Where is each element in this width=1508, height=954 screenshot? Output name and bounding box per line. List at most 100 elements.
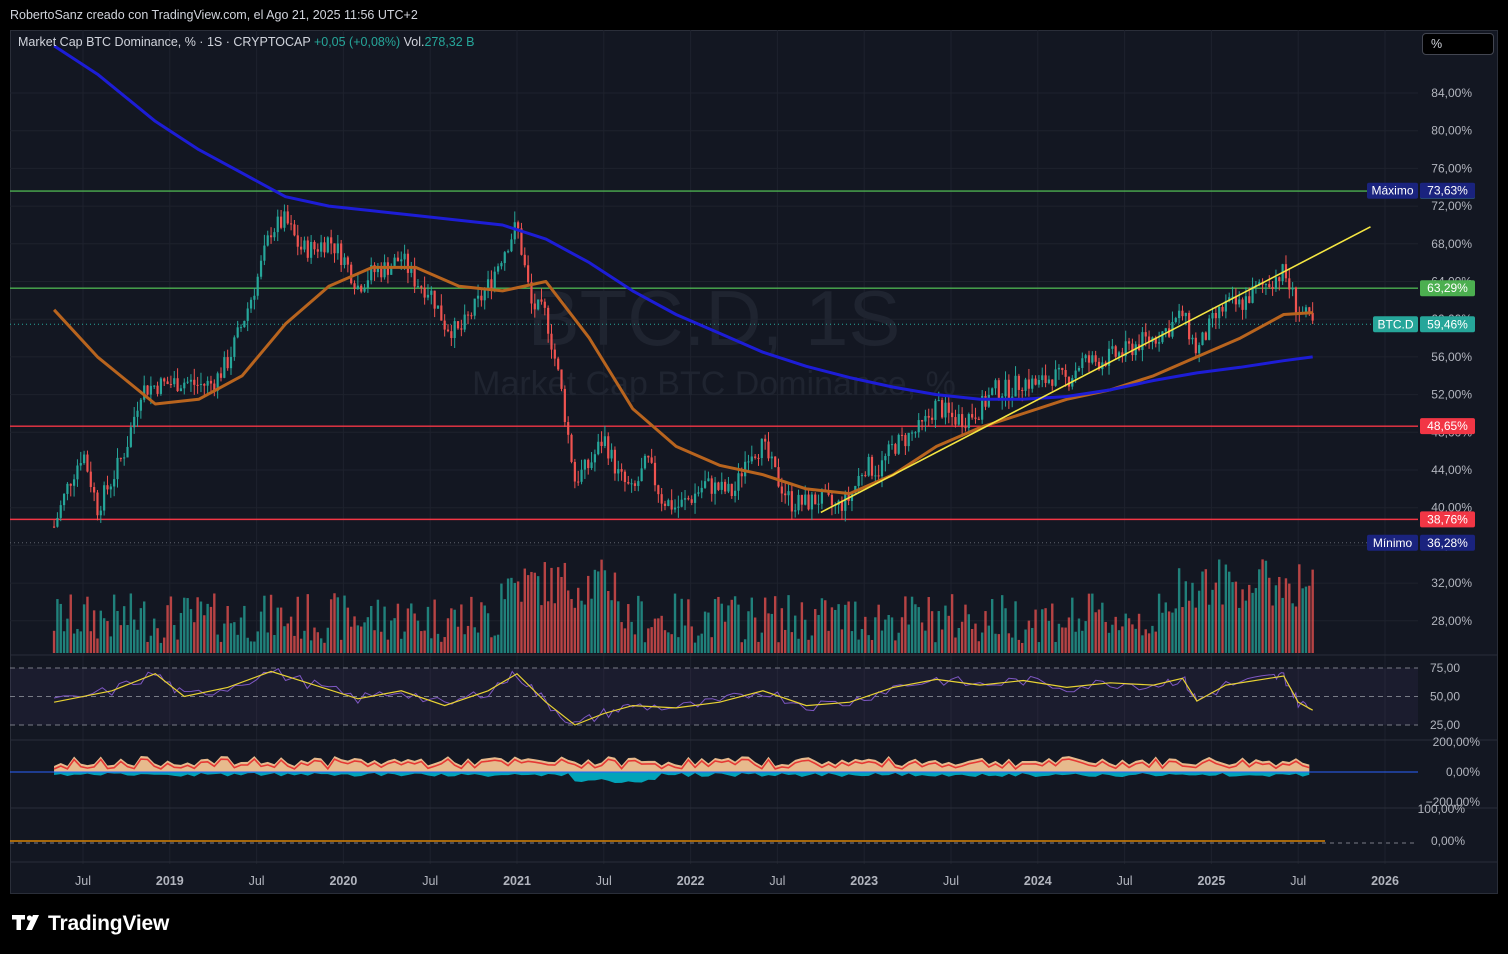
candle-body	[784, 493, 787, 496]
volume-bar	[380, 631, 383, 653]
volume-bar	[406, 608, 410, 653]
candle-body	[460, 328, 463, 330]
volume-bar	[997, 634, 1001, 653]
volume-bar	[1164, 602, 1167, 653]
volume-bar	[179, 612, 183, 653]
chart-legend[interactable]: Market Cap BTC Dominance, % · 1S · CRYPT…	[18, 35, 475, 49]
candle-body	[944, 402, 947, 418]
volume-bar	[410, 603, 413, 653]
price-axis[interactable]: 84,00%80,00%76,00%72,00%68,00%64,00%60,0…	[1418, 86, 1481, 848]
candle-body	[390, 266, 393, 275]
candle-body	[884, 456, 887, 461]
legend-vol-label: Vol.	[403, 35, 425, 49]
volume-bar	[573, 607, 577, 653]
volume-bar	[1197, 590, 1201, 653]
volume-bar	[446, 618, 450, 653]
volume-bar	[213, 593, 216, 653]
candle-body	[747, 461, 750, 463]
candle-body	[807, 494, 810, 510]
volume-bar	[122, 606, 126, 653]
volume-bar	[563, 562, 567, 653]
volume-bar	[667, 632, 670, 653]
volume-bar	[343, 595, 346, 653]
volume-bar	[286, 623, 289, 653]
horizontal-levels[interactable]	[10, 190, 1418, 544]
candle-body	[310, 241, 313, 258]
candle-body	[737, 473, 740, 491]
volume-bar	[904, 596, 907, 653]
volume-bar	[339, 639, 343, 653]
candle-body	[1201, 332, 1204, 346]
candle-body	[1278, 277, 1281, 282]
candle-body	[423, 287, 426, 298]
volume-bar	[663, 630, 667, 653]
marker-value-tag: 36,28%	[1427, 536, 1468, 550]
x-tick-label: 2021	[503, 874, 531, 888]
candle-body	[870, 456, 874, 476]
candle-body	[470, 315, 473, 317]
volume-bar	[506, 578, 510, 653]
volume-bar	[1181, 607, 1184, 653]
volume-bar	[273, 635, 276, 653]
candle-body	[637, 481, 640, 486]
volume-bar	[566, 590, 570, 653]
x-tick-label: Jul	[943, 874, 959, 888]
volume-bar	[199, 601, 203, 653]
volume-bar	[303, 630, 306, 653]
volume-bar	[777, 642, 780, 653]
candle-body	[593, 454, 596, 463]
volume-bar	[834, 609, 837, 653]
marker-value-tag-bg	[1420, 534, 1475, 551]
volume-bar	[874, 617, 877, 653]
candle-body	[416, 286, 420, 288]
time-axis[interactable]: Jul 2019 Jul 2020 Jul 2021 Jul 2022 Jul 2023 Jul 20…	[75, 874, 1399, 888]
volume-bar	[533, 572, 537, 653]
level-tag: 63,29%	[1427, 281, 1468, 295]
candle-body	[917, 420, 920, 433]
volume-bar	[1177, 568, 1181, 653]
volume-bar	[243, 605, 246, 653]
volume-bar	[857, 639, 860, 653]
volume-bar	[860, 629, 864, 653]
volume-bar	[1281, 597, 1284, 653]
percent-scale-button[interactable]: %	[1422, 33, 1494, 55]
volume-bar	[697, 635, 700, 653]
volume-bar	[516, 581, 520, 653]
candle-body	[937, 400, 940, 402]
candle-body	[473, 298, 476, 316]
candle-body	[400, 259, 403, 262]
candle-body	[363, 287, 366, 292]
candle-body	[653, 462, 657, 486]
volume-bar	[1094, 612, 1097, 653]
volume-bar	[132, 619, 136, 653]
candle-body	[770, 456, 773, 459]
last-price-tag: 59,46%	[1427, 317, 1468, 331]
volume-bar	[620, 622, 623, 653]
volume-bar	[1091, 593, 1094, 653]
volume-bar	[907, 624, 910, 653]
volume-bar	[1127, 618, 1131, 653]
candle-body	[79, 463, 82, 466]
candle-body	[707, 478, 710, 482]
candle-body	[193, 379, 196, 385]
candle-body	[563, 388, 566, 423]
candle-body	[814, 494, 817, 505]
tradingview-logo[interactable]: TradingView	[12, 912, 169, 936]
x-tick-label: Jul	[769, 874, 785, 888]
candle-body	[1231, 296, 1234, 298]
candle-body	[700, 487, 703, 493]
volume-bar	[346, 607, 350, 653]
x-tick-label: 2024	[1024, 874, 1052, 888]
volume-bar	[1054, 641, 1057, 653]
candle-body	[981, 395, 984, 420]
volume-bar	[510, 577, 513, 653]
volume-bar	[1034, 609, 1037, 653]
volume-bar	[1004, 608, 1007, 653]
volume-bar	[1104, 621, 1107, 653]
chart-frame[interactable]	[10, 30, 1498, 894]
candle-body	[573, 461, 576, 482]
volume-bar	[810, 635, 814, 653]
chart-svg[interactable]: BTC.D, 1S Market Cap BTC Dominance, % 84…	[0, 0, 1508, 894]
volume-bar	[593, 569, 597, 653]
candle-body	[877, 475, 880, 477]
